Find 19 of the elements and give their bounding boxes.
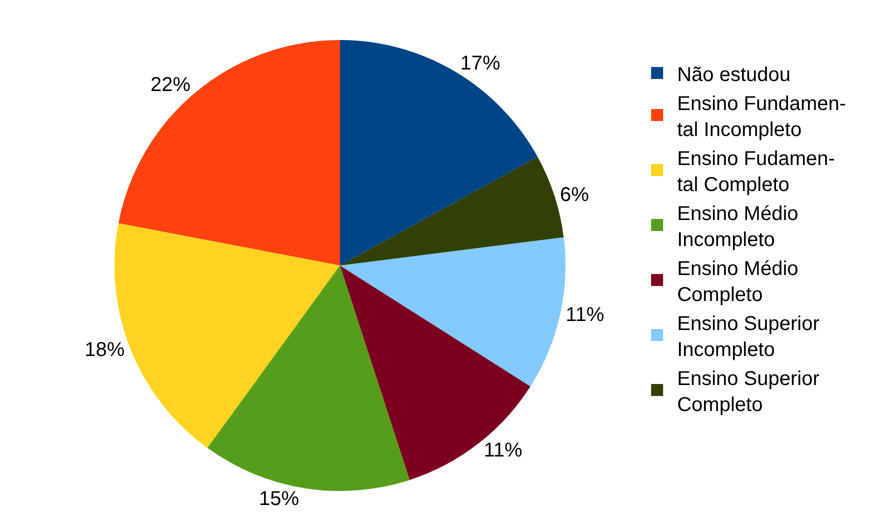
data-label: 6% (560, 184, 590, 206)
legend-label: Ensino Fudamen- tal Completo (677, 148, 835, 196)
legend-label: Não estudou (677, 64, 791, 86)
pie-slice (207, 266, 410, 491)
data-label: 17% (460, 52, 501, 74)
data-label: 11% (484, 440, 522, 462)
pie-slice (340, 40, 538, 266)
legend-label: Ensino Superior Incompleto (677, 312, 820, 361)
legend-label: Ensino Superior Completo (677, 368, 820, 416)
data-label: 15% (258, 488, 300, 510)
legend-label: Ensino Fundamen- tal Incompleto (677, 92, 846, 141)
legend-label: Ensino Médio Completo (677, 258, 798, 306)
data-label: 11% (566, 304, 604, 326)
pie-slice (340, 266, 530, 480)
legend-label: Ensino Médio Incompleto (677, 202, 798, 251)
pie-slice (118, 40, 340, 266)
data-label: 22% (150, 74, 191, 96)
data-label: 18% (84, 339, 125, 362)
pie-slice (340, 237, 566, 386)
